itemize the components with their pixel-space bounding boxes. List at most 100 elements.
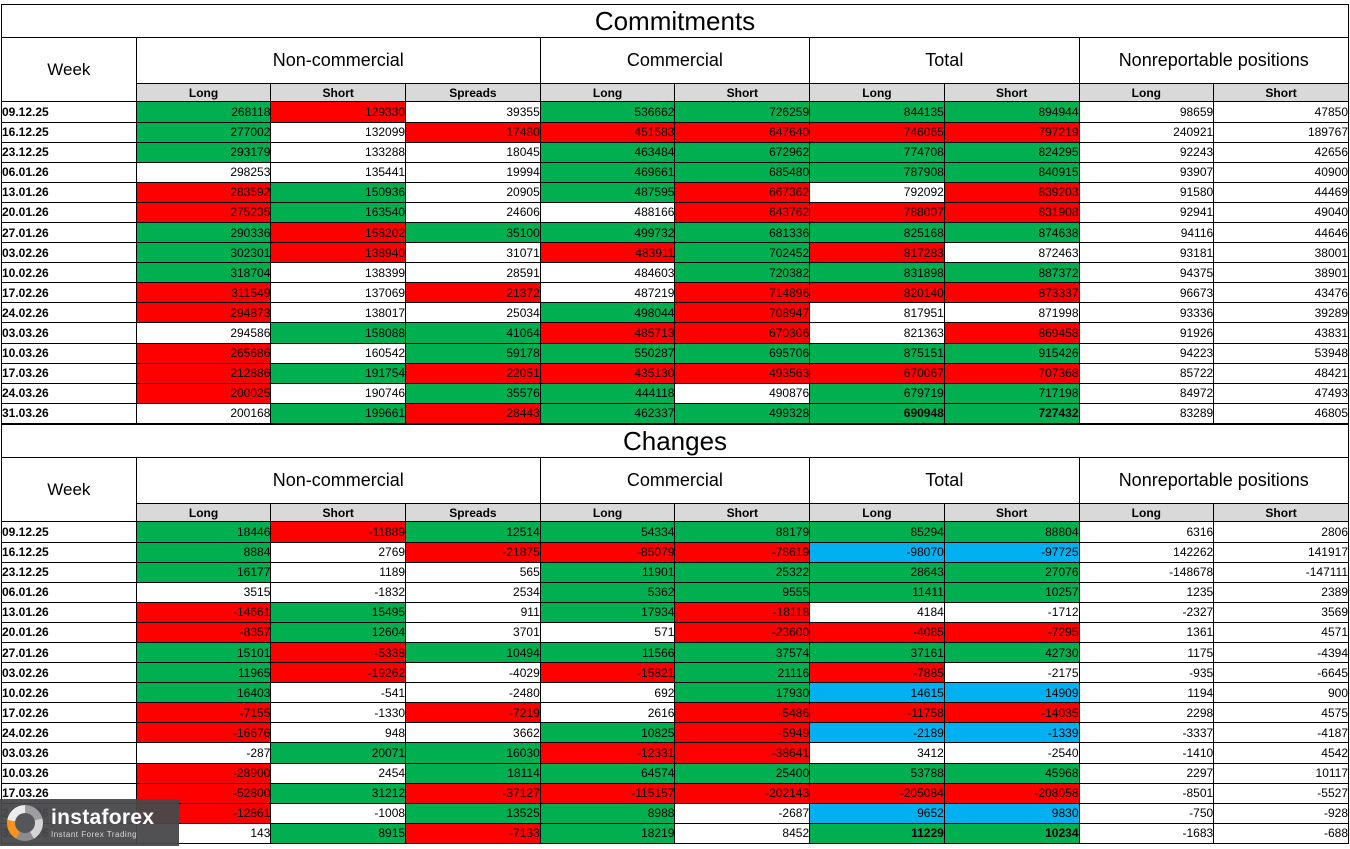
value-cell: 15101: [135, 642, 272, 664]
value-cell: 64574: [539, 762, 676, 784]
table-row: 24.02.26 -16676 948 3662 10825 -5949 -2189 -133…: [1, 722, 1349, 744]
value-cell: 19994: [405, 161, 541, 183]
value-cell: 18219: [539, 822, 676, 845]
value-cell: 138940: [270, 242, 407, 264]
week-cell: 10.03.26: [1, 342, 137, 364]
commitments-table: Commitments Week Non-commercial Commercial T…: [1, 3, 1349, 425]
value-cell: 6316: [1078, 521, 1215, 543]
value-cell: 887372: [943, 262, 1080, 284]
value-cell: 797219: [943, 121, 1080, 143]
value-cell: -14035: [943, 702, 1080, 724]
table-row: 17.03.26 -52800 31212 -37127 -115157 -202143-…: [1, 782, 1349, 804]
value-cell: 44646: [1213, 222, 1349, 244]
value-cell: 499732: [539, 222, 676, 244]
value-cell: 493563: [674, 362, 811, 384]
column-subheader: Long: [1078, 83, 1215, 103]
value-cell: 20905: [405, 181, 541, 203]
value-cell: 31071: [405, 242, 541, 264]
instaforex-logo-icon: [7, 804, 43, 841]
value-cell: 16177: [135, 561, 272, 583]
value-cell: 18446: [135, 521, 272, 543]
value-cell: 8884: [135, 541, 272, 563]
value-cell: 92243: [1078, 141, 1215, 163]
value-cell: 8452: [674, 822, 811, 845]
value-cell: 11965: [135, 662, 272, 684]
value-cell: 444118: [539, 382, 676, 404]
week-cell: 23.12.25: [1, 561, 137, 583]
value-cell: 25400: [674, 762, 811, 784]
value-cell: -38641: [674, 742, 811, 764]
value-cell: -4029: [405, 662, 541, 684]
column-subheader: Short: [674, 503, 811, 523]
value-cell: 948: [270, 722, 407, 744]
value-cell: 571: [539, 621, 676, 644]
week-cell: 20.01.26: [1, 621, 137, 644]
value-cell: 43831: [1213, 322, 1349, 344]
value-cell: 550287: [539, 342, 676, 364]
changes-table-grid: Changes Week Non-commercial Commercial Total…: [1, 423, 1349, 845]
value-cell: 872463: [943, 242, 1080, 264]
value-cell: 463484: [539, 141, 676, 163]
value-cell: 45968: [943, 762, 1080, 784]
value-cell: 294873: [135, 302, 272, 324]
value-cell: -541: [270, 682, 407, 704]
value-cell: -8357: [135, 621, 272, 644]
value-cell: 18114: [405, 762, 541, 784]
column-subheader: Long: [135, 83, 272, 103]
value-cell: 8915: [270, 822, 407, 845]
value-cell: 11566: [539, 642, 676, 664]
value-cell: 265686: [135, 342, 272, 364]
value-cell: 94223: [1078, 342, 1215, 364]
value-cell: 667362: [674, 181, 811, 203]
value-cell: 28643: [809, 561, 945, 583]
value-cell: 792092: [809, 181, 945, 203]
value-cell: 294586: [135, 322, 272, 344]
value-cell: 302301: [135, 242, 272, 264]
value-cell: 88179: [674, 521, 811, 543]
value-cell: 681336: [674, 222, 811, 244]
value-cell: 199661: [270, 402, 407, 425]
value-cell: 31212: [270, 782, 407, 804]
week-cell: 27.01.26: [1, 642, 137, 664]
value-cell: -5338: [270, 642, 407, 664]
value-cell: -147111: [1213, 561, 1349, 583]
week-column-header: Week: [1, 37, 137, 103]
table-row: 27.01.26 15101 -5338 10494 11566 37574 37161 42…: [1, 642, 1349, 664]
value-cell: 158202: [270, 222, 407, 244]
value-cell: -2175: [943, 662, 1080, 684]
value-cell: -7295: [943, 621, 1080, 644]
instaforex-watermark: instaforex Instant Forex Trading: [0, 799, 179, 846]
value-cell: 11901: [539, 561, 676, 583]
value-cell: 16403: [135, 682, 272, 704]
column-subheader: Long: [539, 503, 676, 523]
value-cell: 92941: [1078, 201, 1215, 224]
value-cell: 290336: [135, 222, 272, 244]
value-cell: 487595: [539, 181, 676, 203]
table-row: 20.01.26 275235 163540 24606 488166 643762 788…: [1, 201, 1349, 224]
value-cell: 8988: [539, 802, 676, 824]
value-cell: 874638: [943, 222, 1080, 244]
value-cell: -14661: [135, 601, 272, 623]
value-cell: 212886: [135, 362, 272, 384]
value-cell: 85722: [1078, 362, 1215, 384]
value-cell: 2298: [1078, 702, 1215, 724]
value-cell: 53788: [809, 762, 945, 784]
value-cell: 707368: [943, 362, 1080, 384]
value-cell: 485713: [539, 322, 676, 344]
value-cell: 54334: [539, 521, 676, 543]
table-row: 10.03.26 265686 160542 59178 550287 695706 875…: [1, 342, 1349, 364]
value-cell: 25034: [405, 302, 541, 324]
value-cell: 163540: [270, 201, 407, 224]
value-cell: 2534: [405, 581, 541, 603]
value-cell: 44469: [1213, 181, 1349, 203]
value-cell: 871998: [943, 302, 1080, 324]
table-row: 16.12.25 277002 132099 17480 451583 647640 746…: [1, 121, 1349, 143]
value-cell: 820140: [809, 282, 945, 304]
value-cell: -5527: [1213, 782, 1349, 804]
value-cell: -4085: [809, 621, 945, 644]
value-cell: -23600: [674, 621, 811, 644]
value-cell: 499328: [674, 402, 811, 425]
week-cell: 03.03.26: [1, 742, 137, 764]
value-cell: 831898: [809, 262, 945, 284]
